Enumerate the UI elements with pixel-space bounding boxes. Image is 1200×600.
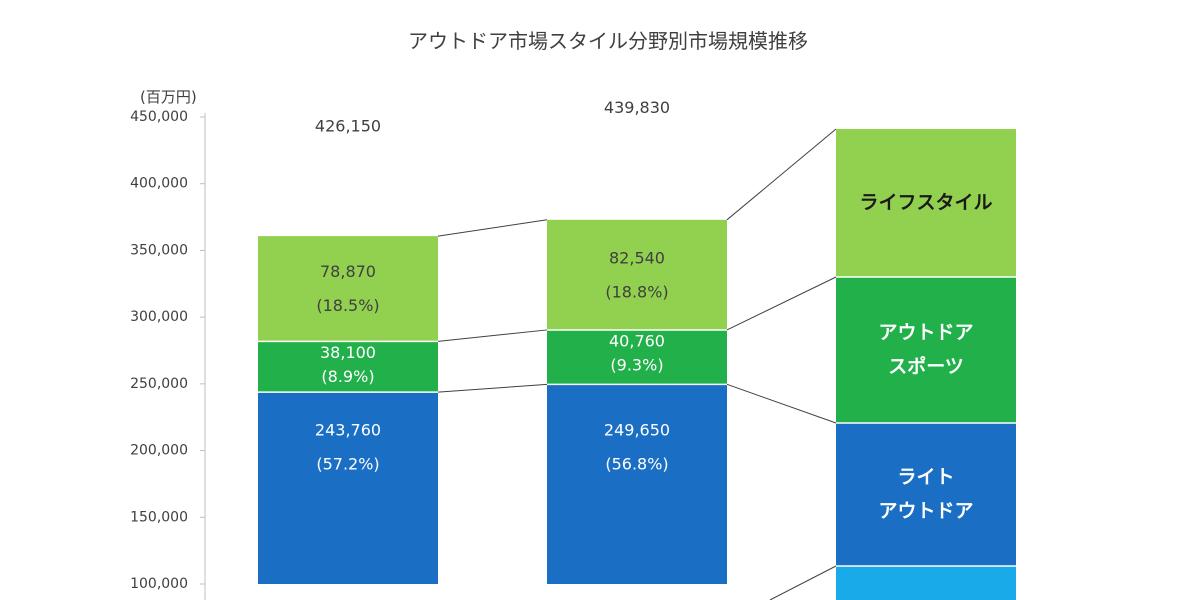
segment-percent-label: (56.8%): [605, 455, 668, 474]
connector-line: [726, 128, 837, 221]
legend-label: アウトドア: [878, 500, 973, 522]
segment-value-label: 82,540: [609, 248, 665, 267]
segment-value-label: 38,100: [320, 343, 376, 362]
y-tick-label: 150,000: [130, 509, 188, 525]
connector-line: [437, 383, 548, 393]
connector-line: [437, 329, 548, 342]
bar-segment: [258, 341, 438, 393]
legend-label: アウトドア: [878, 322, 973, 344]
segment-percent-label: (57.2%): [316, 455, 379, 474]
y-axis: 100,000 150,000 200,000 250,000 300,000 350,0…: [130, 109, 206, 600]
legend-label: ライフスタイル: [859, 192, 992, 214]
y-tick-label: 350,000: [130, 242, 188, 258]
y-tick-label: 100,000: [130, 576, 188, 592]
legend-label: ライト: [897, 466, 954, 488]
legend-block: [836, 129, 1016, 277]
y-tick-label: 200,000: [130, 443, 188, 459]
connector-line: [769, 565, 837, 600]
legend-block: [836, 277, 1016, 423]
bar-total-label: 439,830: [604, 98, 670, 117]
y-tick-label: 300,000: [130, 309, 188, 325]
bar-segment: [258, 392, 438, 584]
segment-percent-label: (9.3%): [610, 355, 663, 374]
connector-line: [437, 219, 548, 237]
y-tick-label: 450,000: [130, 109, 188, 125]
unit-label: (百万円): [140, 88, 197, 106]
segment-percent-label: (18.5%): [316, 296, 379, 315]
legend-label: スポーツ: [888, 355, 964, 378]
legend-block: [836, 423, 1016, 566]
segment-value-label: 243,760: [315, 421, 381, 440]
bar-segment: [258, 236, 438, 342]
connector-lines: [437, 128, 837, 600]
bar-segment: [547, 384, 727, 584]
chart-title: アウトドア市場スタイル分野別市場規模推移: [408, 29, 808, 53]
segment-percent-label: (8.9%): [321, 367, 374, 386]
connector-line: [726, 276, 837, 331]
y-tick-label: 400,000: [130, 176, 188, 192]
bar-segment: [547, 329, 727, 385]
connector-line: [726, 383, 837, 424]
y-tick-label: 250,000: [130, 376, 188, 392]
segment-percent-label: (18.8%): [605, 282, 668, 301]
segment-value-label: 40,760: [609, 331, 665, 350]
bars: 243,760 (57.2%) 38,100 (8.9%) 78,870 (18.5%) 4…: [258, 98, 727, 584]
bar-total-label: 426,150: [315, 116, 381, 135]
legend-block: [836, 566, 1016, 600]
segment-value-label: 78,870: [320, 262, 376, 281]
bar-segment: [547, 219, 727, 330]
segment-value-label: 249,650: [604, 421, 670, 440]
